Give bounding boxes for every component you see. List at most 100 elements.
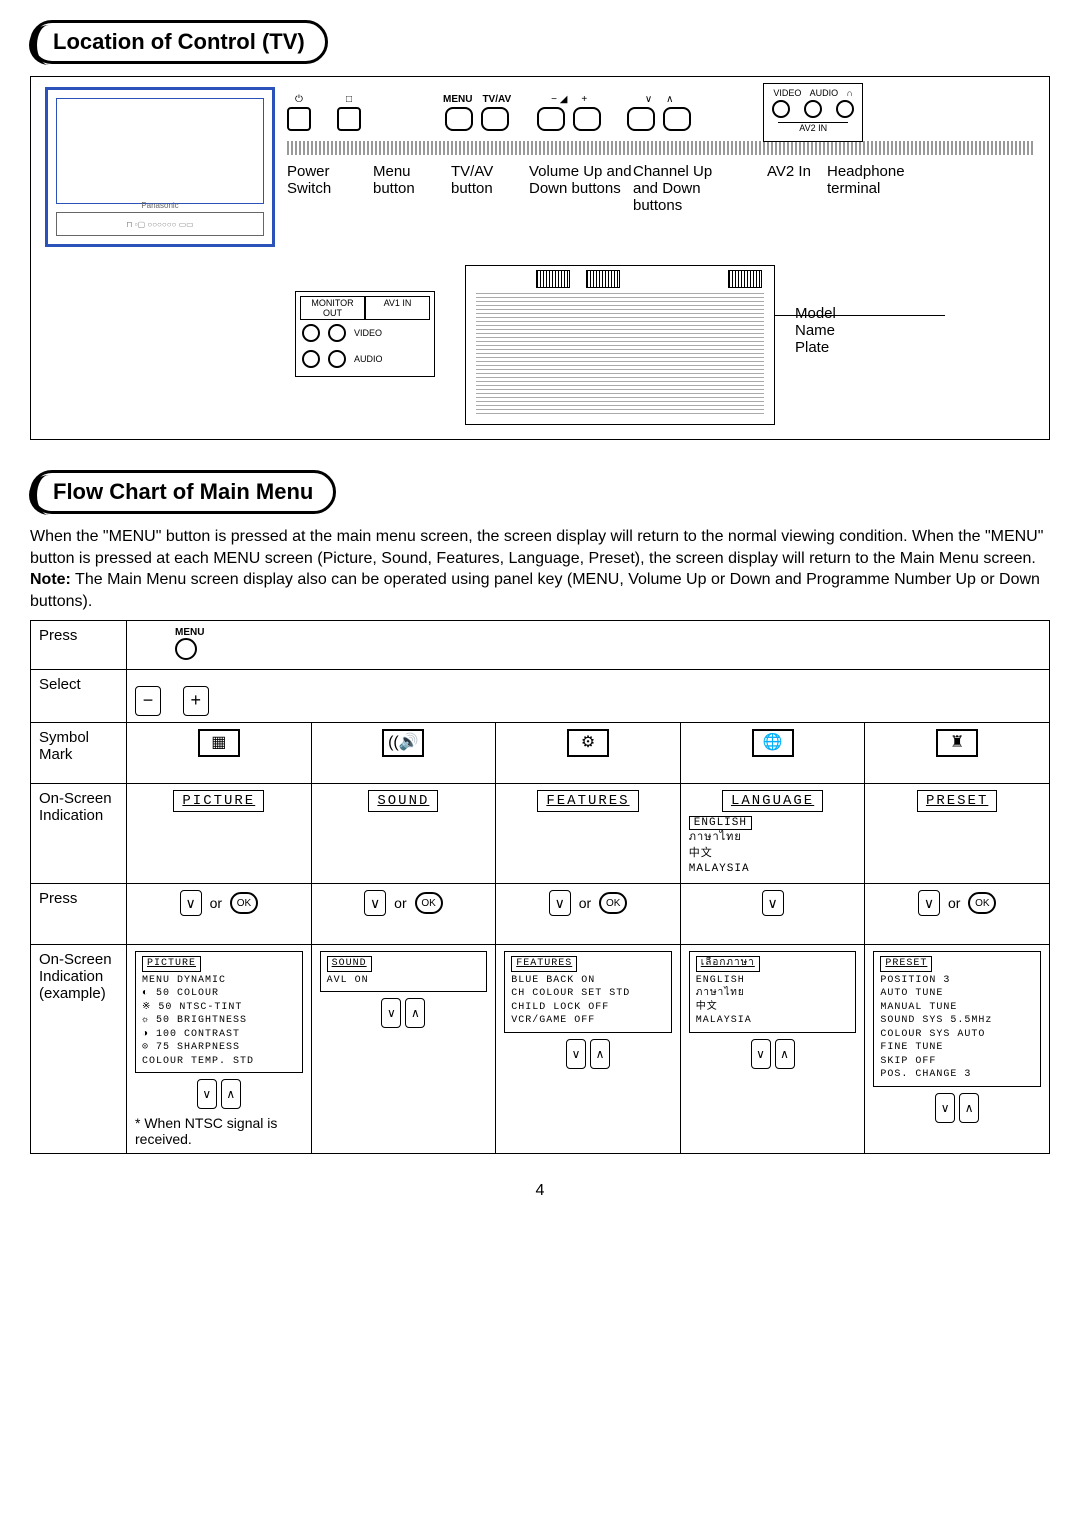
av2-jack-group: VIDEO AUDIO ∩ AV2 IN bbox=[763, 83, 863, 142]
preset-osd-example: PRESETPOSITION 3AUTO TUNEMANUAL TUNESOUN… bbox=[873, 951, 1041, 1087]
channel-down[interactable] bbox=[627, 107, 655, 131]
language-example-down[interactable]: ∨ bbox=[751, 1039, 771, 1069]
features-down-button[interactable]: ∨ bbox=[549, 890, 571, 916]
callout-volume: Volume Up and Down buttons bbox=[529, 163, 633, 214]
osd1-cell-picture: PICTURE bbox=[127, 784, 311, 884]
symbol-cell-language: 🌐 bbox=[680, 723, 865, 783]
callout-tvav: TV/AV button bbox=[451, 163, 529, 214]
picture-down-button[interactable]: ∨ bbox=[180, 890, 202, 916]
picture-ok-button[interactable]: OK bbox=[230, 892, 258, 914]
note-text: The Main Menu screen display also can be… bbox=[30, 571, 1040, 610]
picture-example-up[interactable]: ∧ bbox=[221, 1079, 241, 1109]
video-jack-label: VIDEO bbox=[773, 88, 801, 98]
osd1-cell-features: FEATURES bbox=[495, 784, 680, 884]
features-example-down[interactable]: ∨ bbox=[566, 1039, 586, 1069]
remote-menu-button[interactable] bbox=[175, 638, 197, 660]
row-symbol-label: Symbol Mark bbox=[31, 722, 127, 783]
symbol-cell-preset: ♜ bbox=[864, 723, 1049, 783]
press2-cell-preset: ∨ or OK bbox=[864, 884, 1049, 944]
language-example-up[interactable]: ∧ bbox=[775, 1039, 795, 1069]
sound-example-up[interactable]: ∧ bbox=[405, 998, 425, 1028]
av2-in-label: AV2 IN bbox=[778, 122, 848, 133]
channel-up[interactable] bbox=[663, 107, 691, 131]
model-name-plate-label: Model Name Plate bbox=[795, 305, 836, 356]
av1-video-in[interactable] bbox=[328, 324, 346, 342]
monitor-out-label: MONITOR OUT bbox=[300, 296, 365, 320]
osd2-cell-preset: PRESETPOSITION 3AUTO TUNEMANUAL TUNESOUN… bbox=[864, 945, 1049, 1153]
front-control-strip: ⏻ □ MENU TV/AV bbox=[287, 87, 1035, 137]
language-osd-example: เลือกภาษาENGLISHภาษาไทย中文MALAYSIA bbox=[689, 951, 857, 1033]
preset-example-up[interactable]: ∧ bbox=[959, 1093, 979, 1123]
sound-ok-button[interactable]: OK bbox=[415, 892, 443, 914]
picture-osd-label: PICTURE bbox=[173, 790, 264, 812]
row-select-label: Select bbox=[31, 670, 127, 723]
av2-audio-jack[interactable] bbox=[804, 100, 822, 118]
select-plus[interactable]: + bbox=[183, 686, 209, 716]
language-osd-label: LANGUAGE bbox=[722, 790, 823, 812]
headphone-jack[interactable] bbox=[836, 100, 854, 118]
volume-down[interactable] bbox=[537, 107, 565, 131]
language-down-button[interactable]: ∨ bbox=[762, 890, 784, 916]
tvav-key[interactable] bbox=[481, 107, 509, 131]
osd1-cell-language: LANGUAGEENGLISHภาษาไทย中文MALAYSIA bbox=[680, 784, 865, 884]
features-osd-example: FEATURESBLUE BACK ONCH COLOUR SET STDCHI… bbox=[504, 951, 672, 1033]
sound-osd-label: SOUND bbox=[368, 790, 438, 812]
symbol-cell-sound: ((🔊 bbox=[311, 723, 496, 783]
picture-example-down[interactable]: ∨ bbox=[197, 1079, 217, 1109]
or-text: or bbox=[394, 895, 406, 911]
press2-cell-language: ∨ bbox=[680, 884, 865, 944]
page-number: 4 bbox=[30, 1182, 1050, 1200]
flow-chart-section: Flow Chart of Main Menu When the "MENU" … bbox=[30, 470, 1050, 1154]
tv-front-view: Panasonic ⊓ ▫▢ ○○○○○○ ▭▭ bbox=[45, 87, 275, 247]
select-minus[interactable]: − bbox=[135, 686, 161, 716]
flow-chart-table: Press MENU Select − + Symbol Mark ▦ ((🔊 ⚙ 🌐… bbox=[30, 620, 1050, 1154]
menu-button[interactable] bbox=[337, 107, 361, 131]
menu-caption: MENU bbox=[175, 627, 1041, 638]
ch-down-label: ∨ bbox=[645, 94, 652, 105]
menu-square-icon: □ bbox=[346, 94, 352, 105]
press2-cell-features: ∨ or OK bbox=[495, 884, 680, 944]
audio-row-label: AUDIO bbox=[354, 354, 383, 364]
picture-osd-example: PICTUREMENU DYNAMIC◐ 50 COLOUR※ 50 NTSC-… bbox=[135, 951, 303, 1073]
preset-ok-button[interactable]: OK bbox=[968, 892, 996, 914]
osd1-cell-sound: SOUND bbox=[311, 784, 496, 884]
or-text: or bbox=[579, 895, 591, 911]
preset-example-down[interactable]: ∨ bbox=[935, 1093, 955, 1123]
sound-down-button[interactable]: ∨ bbox=[364, 890, 386, 916]
power-icon: ⏻ bbox=[295, 94, 303, 105]
menu-label: MENU bbox=[443, 94, 472, 105]
video-row-label: VIDEO bbox=[354, 328, 382, 338]
av1-in-label: AV1 IN bbox=[365, 296, 430, 320]
osd2-cell-sound: SOUNDAVL ON ∨ ∧ bbox=[311, 945, 496, 1153]
speaker-grille-strip bbox=[287, 141, 1035, 155]
picture-footer-note: * When NTSC signal is received. bbox=[135, 1115, 303, 1147]
osd1-cell-preset: PRESET bbox=[864, 784, 1049, 884]
monitor-video-out[interactable] bbox=[302, 324, 320, 342]
menu-key[interactable] bbox=[445, 107, 473, 131]
osd2-cell-picture: PICTUREMENU DYNAMIC◐ 50 COLOUR※ 50 NTSC-… bbox=[127, 945, 311, 1153]
tv-diagram: Panasonic ⊓ ▫▢ ○○○○○○ ▭▭ ⏻ □ bbox=[30, 76, 1050, 440]
callout-power: Power Switch bbox=[287, 163, 373, 214]
callout-channel: Channel Up and Down buttons bbox=[633, 163, 737, 214]
ch-up-label: ∧ bbox=[666, 94, 673, 105]
symbol-cell-picture: ▦ bbox=[127, 723, 311, 783]
press2-cell-sound: ∨ or OK bbox=[311, 884, 496, 944]
power-switch[interactable] bbox=[287, 107, 311, 131]
tvav-label: TV/AV bbox=[482, 94, 511, 105]
callout-av2: AV2 In bbox=[767, 163, 827, 214]
av1-audio-in[interactable] bbox=[328, 350, 346, 368]
sound-example-down[interactable]: ∨ bbox=[381, 998, 401, 1028]
features-example-up[interactable]: ∧ bbox=[590, 1039, 610, 1069]
tv-rear-view bbox=[465, 265, 775, 425]
section1-heading: Location of Control (TV) bbox=[30, 20, 328, 64]
picture-symbol-icon: ▦ bbox=[198, 729, 240, 757]
language-symbol-icon: 🌐 bbox=[752, 729, 794, 757]
features-symbol-icon: ⚙ bbox=[567, 729, 609, 757]
row-press1-label: Press bbox=[31, 621, 127, 670]
vol-plus-label: + bbox=[581, 94, 587, 105]
preset-down-button[interactable]: ∨ bbox=[918, 890, 940, 916]
av2-video-jack[interactable] bbox=[772, 100, 790, 118]
features-ok-button[interactable]: OK bbox=[599, 892, 627, 914]
monitor-audio-out[interactable] bbox=[302, 350, 320, 368]
volume-up[interactable] bbox=[573, 107, 601, 131]
